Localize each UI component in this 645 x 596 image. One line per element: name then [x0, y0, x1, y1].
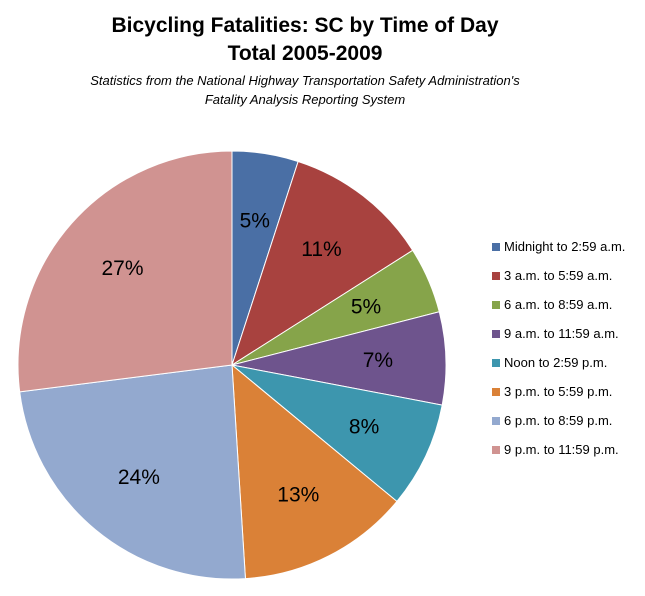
legend-swatch: [492, 271, 500, 280]
chart-title-line-2: Total 2005-2009: [227, 42, 383, 65]
legend-swatch: [492, 416, 500, 425]
legend-item: 3 p.m. to 5:59 p.m.: [492, 377, 625, 406]
legend-swatch: [492, 387, 500, 396]
legend-label: 9 p.m. to 11:59 p.m.: [504, 442, 619, 457]
chart-title: Bicycling Fatalities: SC by Time of Day: [111, 14, 499, 37]
legend-item: 9 p.m. to 11:59 p.m.: [492, 435, 625, 464]
legend-label: 3 p.m. to 5:59 p.m.: [504, 384, 613, 399]
legend-item: Noon to 2:59 p.m.: [492, 348, 625, 377]
chart-legend: Midnight to 2:59 a.m. 3 a.m. to 5:59 a.m.…: [492, 232, 625, 464]
legend-label: Noon to 2:59 p.m.: [504, 355, 608, 370]
legend-label: 3 a.m. to 5:59 a.m.: [504, 268, 613, 283]
legend-item: 6 p.m. to 8:59 p.m.: [492, 406, 625, 435]
slice-label: 5%: [240, 209, 270, 232]
chart-subtitle: Statistics from the National Highway Tra…: [90, 73, 520, 88]
legend-label: Midnight to 2:59 a.m.: [504, 239, 626, 254]
slice-label: 7%: [363, 349, 393, 372]
legend-swatch: [492, 300, 500, 309]
legend-swatch: [492, 358, 500, 367]
pie-slice: [231, 160, 414, 367]
legend-swatch: [492, 242, 500, 251]
pie-slice: [17, 150, 233, 393]
pie-slice: [231, 363, 398, 580]
slice-label: 11%: [301, 238, 341, 261]
slice-label: 13%: [277, 484, 319, 507]
legend-label: 6 a.m. to 8:59 a.m.: [504, 297, 613, 312]
legend-swatch: [492, 445, 500, 454]
slice-label: 8%: [349, 416, 379, 439]
chart-subtitle-line-2: Fatality Analysis Reporting System: [204, 92, 406, 107]
legend-label: 9 a.m. to 11:59 a.m.: [504, 326, 619, 341]
slice-label: 24%: [118, 466, 160, 489]
pie-slice: [231, 364, 443, 503]
legend-item: 3 a.m. to 5:59 a.m.: [492, 261, 625, 290]
legend-item: 6 a.m. to 8:59 a.m.: [492, 290, 625, 319]
slice-label: 5%: [351, 296, 381, 319]
legend-item: Midnight to 2:59 a.m.: [492, 232, 625, 261]
legend-item: 9 a.m. to 11:59 a.m.: [492, 319, 625, 348]
legend-swatch: [492, 329, 500, 338]
slice-label: 27%: [101, 257, 143, 280]
pie-slice: [19, 364, 246, 580]
legend-label: 6 p.m. to 8:59 p.m.: [504, 413, 613, 428]
